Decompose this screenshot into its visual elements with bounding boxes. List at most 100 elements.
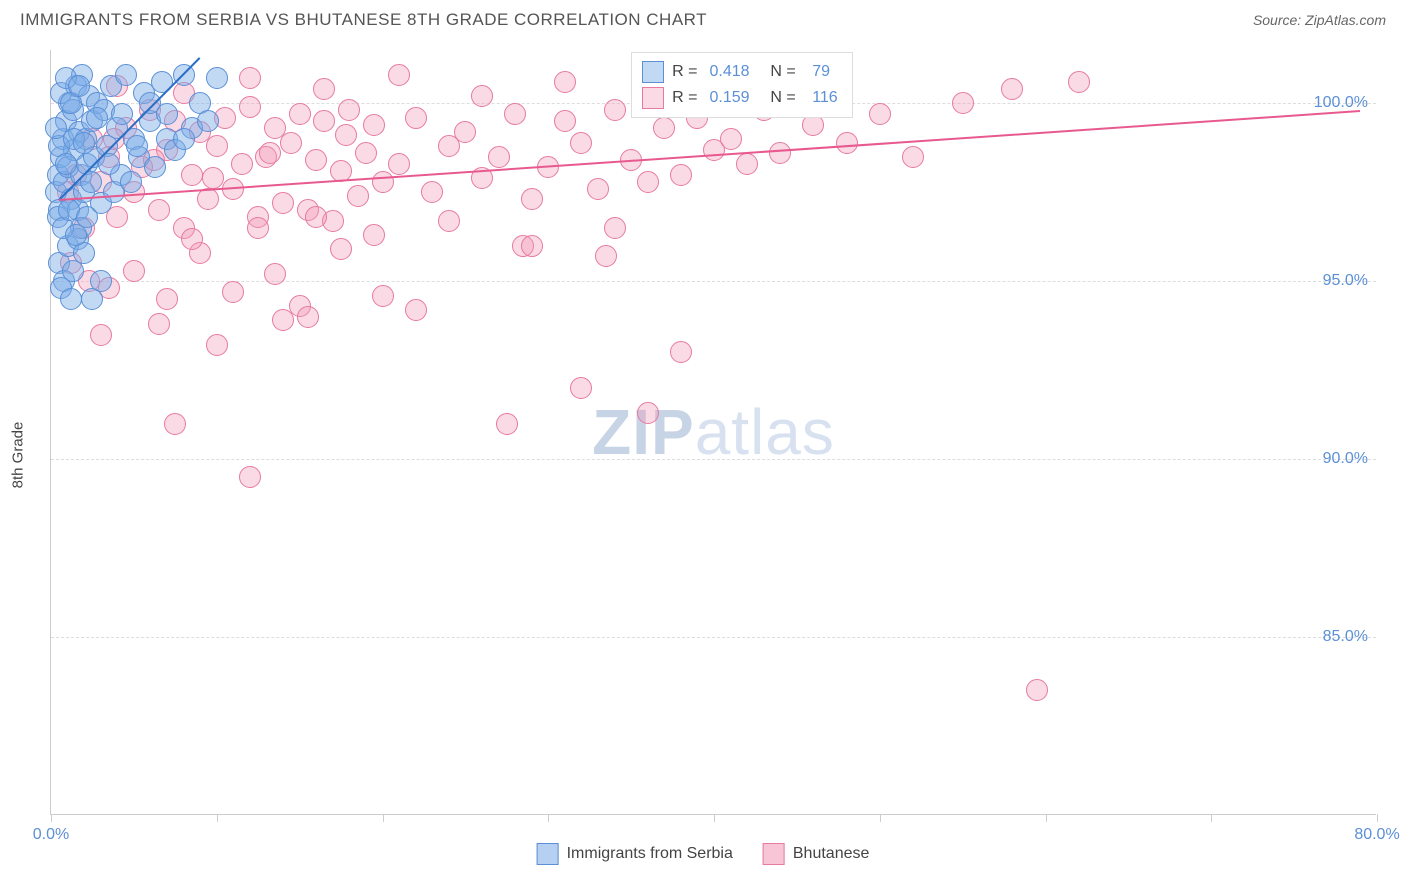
legend-row: R =0.159 N = 116 (642, 85, 842, 111)
data-point (595, 245, 617, 267)
data-point (372, 285, 394, 307)
data-point (313, 78, 335, 100)
data-point (68, 75, 90, 97)
data-point (1068, 71, 1090, 93)
legend-r-label: R = (672, 63, 697, 81)
y-tick-label: 85.0% (1323, 628, 1368, 646)
data-point (148, 313, 170, 335)
data-point (388, 64, 410, 86)
data-point (363, 114, 385, 136)
watermark: ZIPatlas (592, 395, 835, 469)
data-point (504, 103, 526, 125)
data-point (388, 153, 410, 175)
data-point (372, 171, 394, 193)
legend-item: Immigrants from Serbia (537, 843, 733, 865)
x-tick-label: 80.0% (1354, 826, 1399, 844)
data-point (280, 132, 302, 154)
data-point (570, 377, 592, 399)
gridline (51, 637, 1376, 638)
data-point (106, 206, 128, 228)
data-point (902, 146, 924, 168)
data-point (197, 110, 219, 132)
data-point (156, 288, 178, 310)
data-point (670, 164, 692, 186)
data-point (836, 132, 858, 154)
data-point (952, 92, 974, 114)
data-point (164, 413, 186, 435)
data-point (60, 288, 82, 310)
x-tick-mark (217, 814, 218, 822)
data-point (637, 171, 659, 193)
data-point (554, 110, 576, 132)
data-point (202, 167, 224, 189)
legend-n-value: 79 (808, 63, 830, 81)
data-point (570, 132, 592, 154)
data-point (338, 99, 360, 121)
data-point (272, 192, 294, 214)
data-point (151, 71, 173, 93)
stats-legend: R =0.418 N = 79R =0.159 N = 116 (631, 52, 853, 118)
data-point (181, 164, 203, 186)
data-point (305, 149, 327, 171)
data-point (421, 181, 443, 203)
data-point (123, 260, 145, 282)
data-point (144, 156, 166, 178)
x-tick-mark (714, 814, 715, 822)
data-point (438, 210, 460, 232)
data-point (347, 185, 369, 207)
data-point (289, 103, 311, 125)
data-point (305, 206, 327, 228)
data-point (869, 103, 891, 125)
data-point (111, 103, 133, 125)
data-point (206, 135, 228, 157)
data-point (330, 238, 352, 260)
data-point (239, 67, 261, 89)
data-point (471, 85, 493, 107)
data-point (405, 107, 427, 129)
chart-source: Source: ZipAtlas.com (1253, 12, 1386, 28)
data-point (363, 224, 385, 246)
data-point (488, 146, 510, 168)
data-point (222, 281, 244, 303)
chart-title: IMMIGRANTS FROM SERBIA VS BHUTANESE 8TH … (20, 10, 707, 30)
data-point (239, 466, 261, 488)
x-tick-mark (383, 814, 384, 822)
data-point (670, 341, 692, 363)
x-tick-mark (880, 814, 881, 822)
data-point (272, 309, 294, 331)
legend-label: Bhutanese (793, 845, 870, 863)
data-point (496, 413, 518, 435)
data-point (76, 206, 98, 228)
data-point (181, 228, 203, 250)
y-tick-label: 90.0% (1323, 450, 1368, 468)
data-point (454, 121, 476, 143)
data-point (259, 142, 281, 164)
data-point (206, 67, 228, 89)
data-point (637, 402, 659, 424)
legend-swatch (642, 87, 664, 109)
x-tick-label: 0.0% (33, 826, 69, 844)
plot-area: ZIPatlas 85.0%90.0%95.0%100.0%0.0%80.0%R… (50, 50, 1376, 815)
gridline (51, 459, 1376, 460)
data-point (115, 64, 137, 86)
data-point (55, 153, 77, 175)
data-point (73, 132, 95, 154)
data-point (1026, 679, 1048, 701)
legend-swatch (537, 843, 559, 865)
bottom-legend: Immigrants from Serbia Bhutanese (537, 843, 870, 865)
data-point (148, 199, 170, 221)
data-point (604, 217, 626, 239)
data-point (297, 306, 319, 328)
data-point (355, 142, 377, 164)
data-point (720, 128, 742, 150)
chart-header: IMMIGRANTS FROM SERBIA VS BHUTANESE 8TH … (0, 0, 1406, 35)
legend-r-value: 0.159 (709, 89, 749, 107)
data-point (313, 110, 335, 132)
legend-label: Immigrants from Serbia (567, 845, 733, 863)
data-point (197, 188, 219, 210)
y-tick-label: 95.0% (1323, 272, 1368, 290)
x-tick-mark (1046, 814, 1047, 822)
legend-row: R =0.418 N = 79 (642, 59, 842, 85)
data-point (90, 324, 112, 346)
legend-item: Bhutanese (763, 843, 870, 865)
